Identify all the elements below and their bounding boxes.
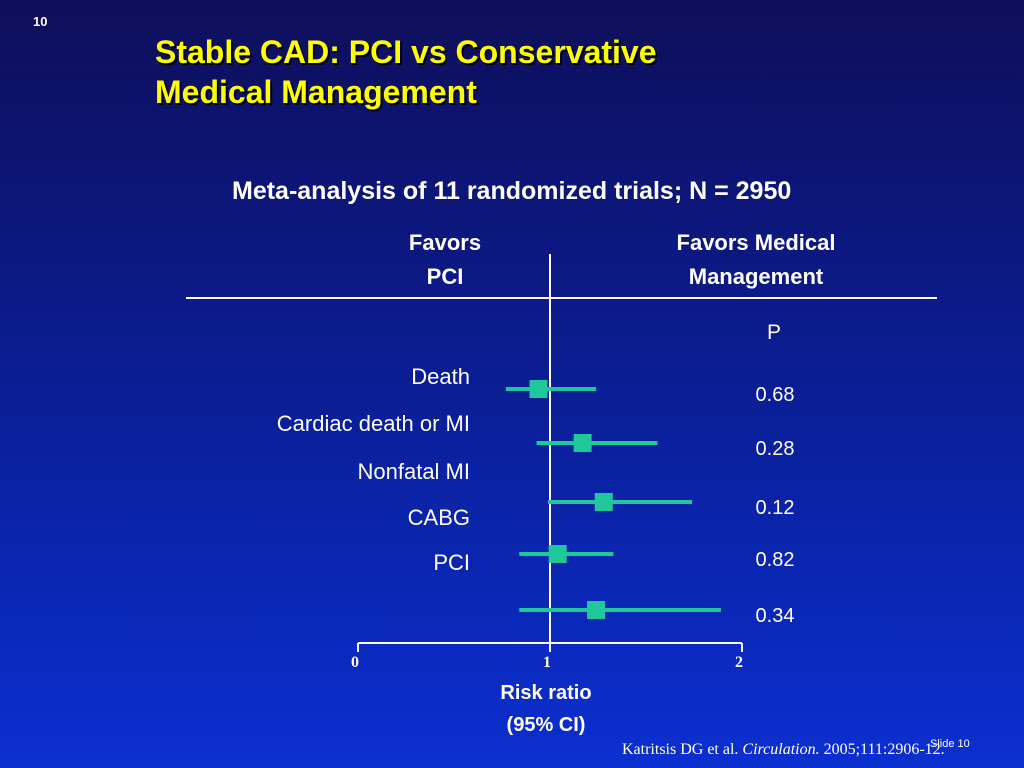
x-axis-label-line-1: Risk ratio xyxy=(500,682,591,704)
title-line-2: Medical Management xyxy=(155,74,477,110)
estimate-marker-1 xyxy=(573,434,592,452)
estimate-marker-3 xyxy=(548,545,567,563)
title-line-1: Stable CAD: PCI vs Conservative xyxy=(155,34,657,70)
x-tick-label-0: 0 xyxy=(351,654,359,671)
subtitle: Meta-analysis of 11 randomized trials; N… xyxy=(232,177,792,205)
header-favors-pci-line-1: Favors xyxy=(408,230,482,255)
row-label-1: Cardiac death or MI xyxy=(277,411,470,436)
x-tick-label-1: 1 xyxy=(543,654,551,671)
row-label-0: Death xyxy=(411,364,470,389)
slide-number: 10 xyxy=(33,14,48,29)
row-label-4: PCI xyxy=(433,550,470,575)
header-favors-medical-line-1: Favors Medical xyxy=(676,230,836,255)
row-label-3: CABG xyxy=(408,505,470,530)
row-label-2: Nonfatal MI xyxy=(358,459,471,484)
header-favors-pci: Favors PCI xyxy=(380,226,510,294)
citation-authors: Katritsis DG et al. xyxy=(622,741,743,758)
x-tick-label-2: 2 xyxy=(735,654,743,671)
estimate-marker-2 xyxy=(594,493,613,511)
header-favors-pci-line-2: PCI xyxy=(426,264,464,289)
p-value-1: 0.28 xyxy=(756,438,795,460)
p-value-header: P xyxy=(767,321,781,344)
header-favors-medical: Favors Medical Management xyxy=(630,226,882,294)
estimate-marker-0 xyxy=(529,380,548,398)
citation-ref: 2005;111:2906-12. xyxy=(819,741,945,758)
p-value-2: 0.12 xyxy=(756,497,795,519)
citation-journal: Circulation. xyxy=(742,741,820,758)
estimate-marker-4 xyxy=(587,601,606,619)
x-axis-label-line-2: (95% CI) xyxy=(507,714,586,736)
p-value-4: 0.34 xyxy=(756,605,795,627)
slide-footer: Slide 10 xyxy=(930,738,970,750)
p-value-3: 0.82 xyxy=(756,549,795,571)
slide-title: Stable CAD: PCI vs Conservative Medical … xyxy=(155,32,915,112)
citation: Katritsis DG et al. Circulation. 2005;11… xyxy=(622,741,945,759)
header-favors-medical-line-2: Management xyxy=(688,264,824,289)
p-value-0: 0.68 xyxy=(756,384,795,406)
